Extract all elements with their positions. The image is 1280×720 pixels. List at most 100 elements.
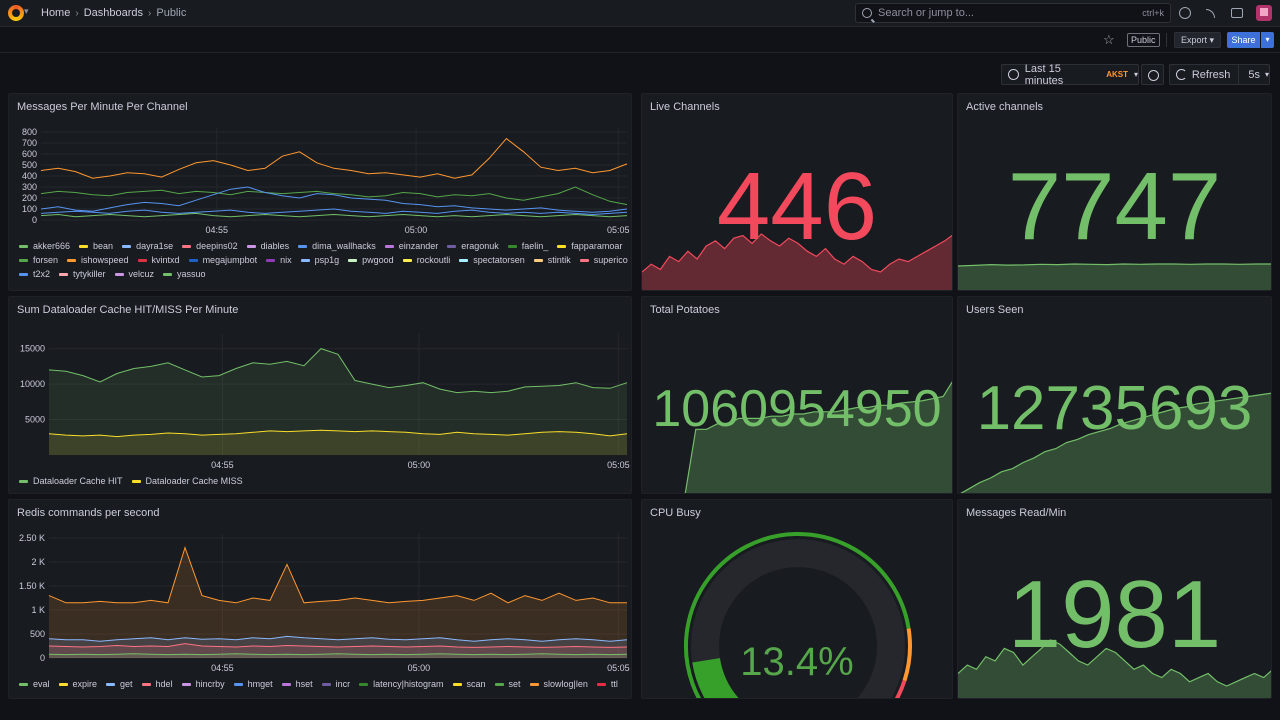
sparkline-line bbox=[960, 392, 1271, 493]
monitor-icon[interactable] bbox=[1231, 8, 1243, 18]
legend-item[interactable]: rockoutli bbox=[402, 255, 450, 265]
chevron-down-icon: ▾ bbox=[1133, 70, 1138, 79]
breadcrumb-dashboards[interactable]: Dashboards bbox=[83, 7, 144, 19]
legend-item[interactable]: set bbox=[494, 679, 521, 689]
legend-item[interactable]: psp1g bbox=[300, 255, 339, 265]
legend-swatch bbox=[529, 682, 539, 686]
legend-item[interactable]: superico bbox=[579, 255, 628, 265]
star-icon[interactable]: ☆ bbox=[1103, 32, 1115, 47]
legend-item[interactable]: deepins02 bbox=[182, 241, 238, 251]
export-button[interactable]: Export ▾ bbox=[1174, 32, 1222, 48]
chevron-down-icon[interactable]: ▾ bbox=[24, 6, 29, 16]
legend-item[interactable]: yassuo bbox=[163, 269, 206, 279]
legend-label: hdel bbox=[155, 679, 173, 689]
legend-item[interactable]: pwgood bbox=[348, 255, 394, 265]
legend-item[interactable]: velcuz bbox=[114, 269, 154, 279]
legend-swatch bbox=[188, 258, 198, 262]
legend-item[interactable]: hmget bbox=[233, 679, 273, 689]
panel-cpu-busy[interactable]: CPU Busy 13.4% bbox=[641, 499, 953, 699]
legend-swatch bbox=[246, 244, 256, 248]
zoom-out-button[interactable] bbox=[1141, 64, 1164, 85]
legend-swatch bbox=[106, 682, 116, 686]
legend-item[interactable]: forsen bbox=[19, 255, 58, 265]
refresh-picker[interactable]: Refresh 5s ▾ bbox=[1169, 64, 1270, 85]
legend-label: stintik bbox=[547, 255, 571, 265]
legend-item[interactable]: latency|histogram bbox=[359, 679, 444, 689]
legend-item[interactable]: t2x2 bbox=[19, 269, 50, 279]
legend-swatch bbox=[137, 258, 147, 262]
time-range-picker[interactable]: Last 15 minutes AKST ▾ bbox=[1001, 63, 1139, 87]
help-icon[interactable] bbox=[1179, 7, 1191, 19]
legend-item[interactable]: megajumpbot bbox=[188, 255, 258, 265]
legend-item[interactable]: ttl bbox=[596, 679, 618, 689]
legend-item[interactable]: ishowspeed bbox=[67, 255, 129, 265]
legend-item[interactable]: akker666 bbox=[19, 241, 70, 251]
legend-item[interactable]: fapparamoar bbox=[557, 241, 622, 251]
legend-item[interactable]: kvintxd bbox=[137, 255, 180, 265]
legend-swatch bbox=[19, 244, 28, 248]
panel-redis-commands[interactable]: Redis commands per second 0 500 1 K 1.50 K 2… bbox=[8, 499, 632, 699]
grafana-logo-icon[interactable] bbox=[8, 5, 24, 21]
legend-item[interactable]: expire bbox=[58, 679, 97, 689]
panel-messages-per-minute[interactable]: Messages Per Minute Per Channel 0 100 200 3… bbox=[8, 93, 632, 291]
sparkline bbox=[958, 639, 1271, 698]
legend-item[interactable]: einzander bbox=[384, 241, 438, 251]
sparkline-area bbox=[685, 382, 952, 493]
search-bar[interactable]: ctrl+k bbox=[855, 3, 1171, 23]
legend-item[interactable]: tytykiller bbox=[59, 269, 106, 279]
legend-label: dayra1se bbox=[136, 241, 174, 251]
legend-label: incr bbox=[335, 679, 351, 689]
panel-active-channels[interactable]: Active channels 7747 bbox=[957, 93, 1272, 291]
legend-item[interactable]: incr bbox=[321, 679, 351, 689]
panel-dataloader-cache[interactable]: Sum Dataloader Cache HIT/MISS Per Minute… bbox=[8, 296, 632, 494]
legend-swatch bbox=[348, 258, 358, 262]
legend-item[interactable]: scan bbox=[452, 679, 486, 689]
legend-item[interactable]: hset bbox=[281, 679, 313, 689]
panel-users-seen[interactable]: Users Seen 12735693 bbox=[957, 296, 1272, 494]
legend-item[interactable]: faelin_ bbox=[507, 241, 548, 251]
panel-total-potatoes[interactable]: Total Potatoes 1060954950 bbox=[641, 296, 953, 494]
rss-icon[interactable] bbox=[1206, 9, 1215, 18]
legend-item[interactable]: Dataloader Cache MISS bbox=[131, 476, 243, 486]
chevron-right-icon: › bbox=[75, 7, 79, 19]
legend-item[interactable]: diables bbox=[246, 241, 290, 251]
legend-item[interactable]: eval bbox=[19, 679, 50, 689]
refresh-interval[interactable]: 5s bbox=[1248, 68, 1260, 81]
legend-item[interactable]: spectatorsen bbox=[459, 255, 525, 265]
gauge-value bbox=[692, 657, 739, 698]
share-dropdown-button[interactable]: ▾ bbox=[1261, 32, 1274, 48]
y-tick-label: 200 bbox=[22, 193, 37, 203]
stat-value: 7747 bbox=[1007, 153, 1222, 260]
sparkline bbox=[684, 381, 952, 493]
legend-label: diables bbox=[260, 241, 290, 251]
legend-swatch bbox=[163, 272, 173, 276]
search-input[interactable] bbox=[878, 7, 1118, 19]
legend-swatch bbox=[79, 244, 89, 248]
legend-item[interactable]: dima_wallhacks bbox=[298, 241, 376, 251]
legend-item[interactable]: Dataloader Cache HIT bbox=[19, 476, 123, 486]
share-button[interactable]: Share bbox=[1227, 32, 1260, 48]
legend-swatch bbox=[596, 682, 606, 686]
legend-label: hmget bbox=[247, 679, 273, 689]
top-nav: ▾ Home › Dashboards › Public ctrl+k bbox=[0, 0, 1280, 27]
legend-item[interactable]: eragonuk bbox=[447, 241, 499, 251]
avatar[interactable] bbox=[1256, 5, 1272, 21]
legend-item[interactable]: hdel bbox=[141, 679, 173, 689]
legend-item[interactable]: slowlog|len bbox=[529, 679, 588, 689]
legend-item[interactable]: get bbox=[106, 679, 133, 689]
legend-item[interactable]: hincrby bbox=[181, 679, 225, 689]
legend-item[interactable]: stintik bbox=[533, 255, 571, 265]
legend-item[interactable]: dayra1se bbox=[122, 241, 173, 251]
legend-swatch bbox=[131, 479, 141, 483]
legend-item[interactable]: bean bbox=[79, 241, 113, 251]
legend-label: hincrby bbox=[195, 679, 225, 689]
panel-live-channels[interactable]: Live Channels 446 bbox=[641, 93, 953, 291]
legend-label: bean bbox=[93, 241, 114, 251]
legend-item[interactable]: nix bbox=[266, 255, 292, 265]
breadcrumb: Home › Dashboards › Public bbox=[41, 7, 186, 19]
legend-label: megajumpbot bbox=[202, 255, 258, 265]
panel-messages-read[interactable]: Messages Read/Min 1981 bbox=[957, 499, 1272, 699]
breadcrumb-home[interactable]: Home bbox=[41, 7, 71, 19]
series-line bbox=[40, 186, 628, 213]
legend-swatch bbox=[114, 272, 124, 276]
